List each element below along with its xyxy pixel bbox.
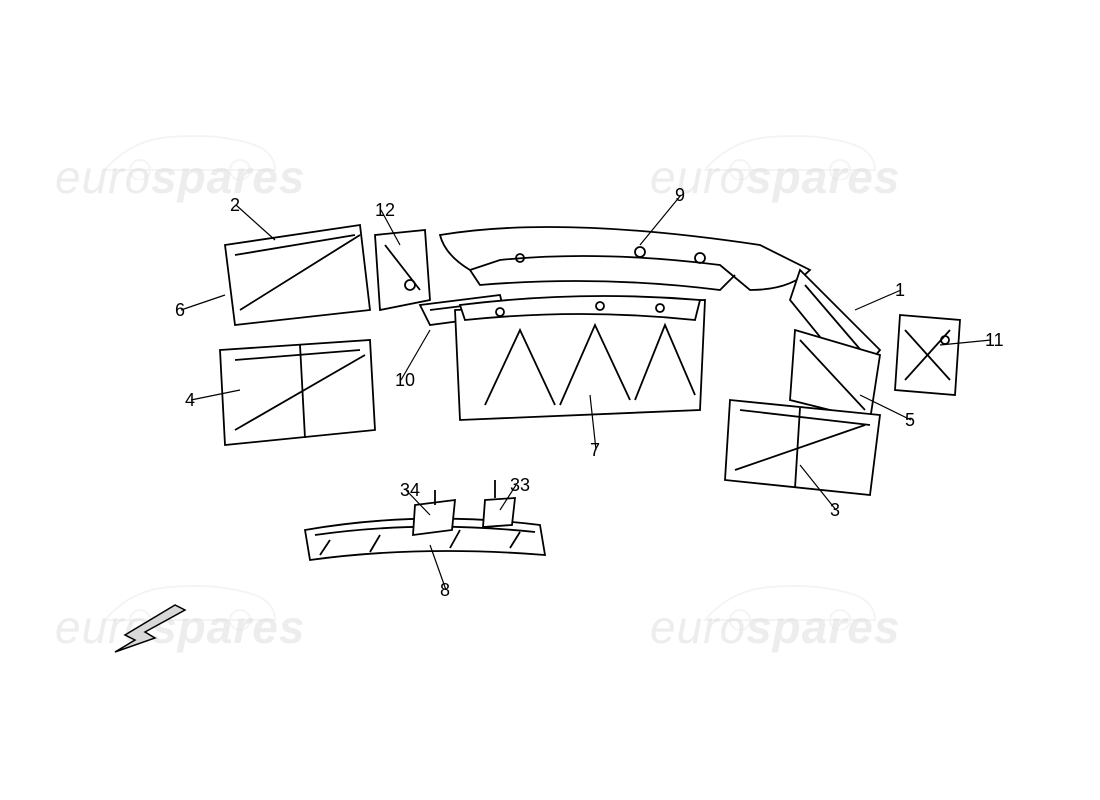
callout-10: 10 xyxy=(395,370,415,391)
callout-6: 6 xyxy=(175,300,185,321)
callout-2: 2 xyxy=(230,195,240,216)
callout-3: 3 xyxy=(830,500,840,521)
callout-7: 7 xyxy=(590,440,600,461)
callout-33: 33 xyxy=(510,475,530,496)
callout-34: 34 xyxy=(400,480,420,501)
callout-11: 11 xyxy=(985,330,1004,351)
callout-4: 4 xyxy=(185,390,195,411)
callout-1: 1 xyxy=(895,280,905,301)
callout-5: 5 xyxy=(905,410,915,431)
callout-12: 12 xyxy=(375,200,395,221)
callout-leaders xyxy=(0,0,1100,800)
diagram-canvas: eurospares eurospares eurospares eurospa… xyxy=(0,0,1100,800)
callout-9: 9 xyxy=(675,185,685,206)
callout-8: 8 xyxy=(440,580,450,601)
